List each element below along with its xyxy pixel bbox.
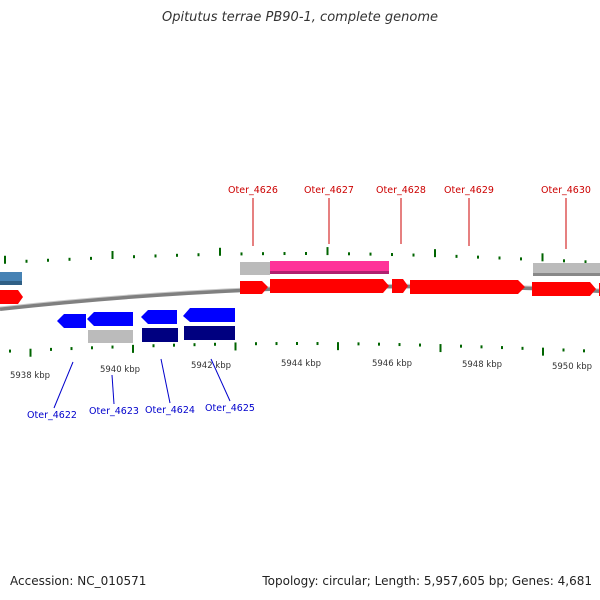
gene-reverse-4625[interactable] bbox=[183, 308, 235, 322]
gene-reverse-4623[interactable] bbox=[87, 312, 133, 326]
leader-line bbox=[111, 374, 115, 405]
lower-tick-row bbox=[9, 342, 585, 357]
gene-label[interactable]: Oter_4624 bbox=[145, 405, 195, 416]
gene-forward-4626[interactable] bbox=[240, 281, 268, 294]
gene-label[interactable]: Oter_4628 bbox=[376, 185, 426, 196]
gene-neutral-4623[interactable] bbox=[88, 330, 133, 343]
gene-neutral-4626[interactable] bbox=[240, 262, 270, 275]
scale-label: 5950 kbp bbox=[552, 362, 592, 372]
topology-summary: Topology: circular; Length: 5,957,605 bp… bbox=[262, 574, 592, 588]
gene-reverse-4622[interactable] bbox=[57, 314, 86, 328]
upper-tick-row bbox=[4, 247, 587, 264]
gene-label[interactable]: Oter_4625 bbox=[205, 403, 255, 414]
gene-label[interactable]: Oter_4630 bbox=[541, 185, 591, 196]
gene-label[interactable]: Oter_4626 bbox=[228, 185, 278, 196]
gene-forward-4629[interactable] bbox=[410, 280, 525, 294]
forward-gene-labels: Oter_4626 Oter_4627 Oter_4628 Oter_4629 Oter… bbox=[228, 185, 591, 249]
leader-line bbox=[160, 358, 171, 404]
leader-line bbox=[210, 358, 231, 402]
gene-label[interactable]: Oter_4622 bbox=[27, 410, 77, 421]
gene-reverse-4624[interactable] bbox=[141, 310, 177, 324]
genome-title: Opitutus terrae PB90-1, complete genome bbox=[161, 10, 439, 25]
gene-forward-4628[interactable] bbox=[392, 279, 408, 293]
scale-label: 5946 kbp bbox=[372, 359, 412, 369]
accession-text: Accession: NC_010571 bbox=[10, 574, 147, 588]
reverse-gene-labels: Oter_4622 Oter_4623 Oter_4624 Oter_4625 bbox=[27, 358, 255, 421]
gene-upstream-shade bbox=[0, 281, 22, 285]
scale-label: 5942 kbp bbox=[191, 361, 231, 371]
gene-neutral-4630-shade bbox=[533, 273, 600, 276]
gene-label[interactable]: Oter_4623 bbox=[89, 406, 139, 417]
gene-highlight-4627-shade bbox=[270, 271, 389, 274]
gene-highlight-4627[interactable] bbox=[270, 261, 389, 274]
scale-label: 5940 kbp bbox=[100, 365, 140, 375]
scale-label: 5948 kbp bbox=[462, 360, 502, 370]
gene-forward-4627[interactable] bbox=[270, 279, 389, 293]
gene-forward-upstream[interactable] bbox=[0, 290, 23, 304]
scale-label: 5938 kbp bbox=[10, 371, 50, 381]
scale-label: 5944 kbp bbox=[281, 359, 321, 369]
gene-label[interactable]: Oter_4627 bbox=[304, 185, 354, 196]
gene-dark-4625[interactable] bbox=[184, 326, 235, 340]
gene-neutral-4630[interactable] bbox=[533, 263, 600, 276]
gene-forward-4630[interactable] bbox=[532, 282, 596, 296]
leader-line bbox=[53, 361, 74, 409]
gene-dark-4624[interactable] bbox=[142, 328, 178, 342]
kbp-scale: 5938 kbp 5940 kbp 5942 kbp 5944 kbp 5946 kbp… bbox=[10, 359, 592, 381]
gene-label[interactable]: Oter_4629 bbox=[444, 185, 494, 196]
